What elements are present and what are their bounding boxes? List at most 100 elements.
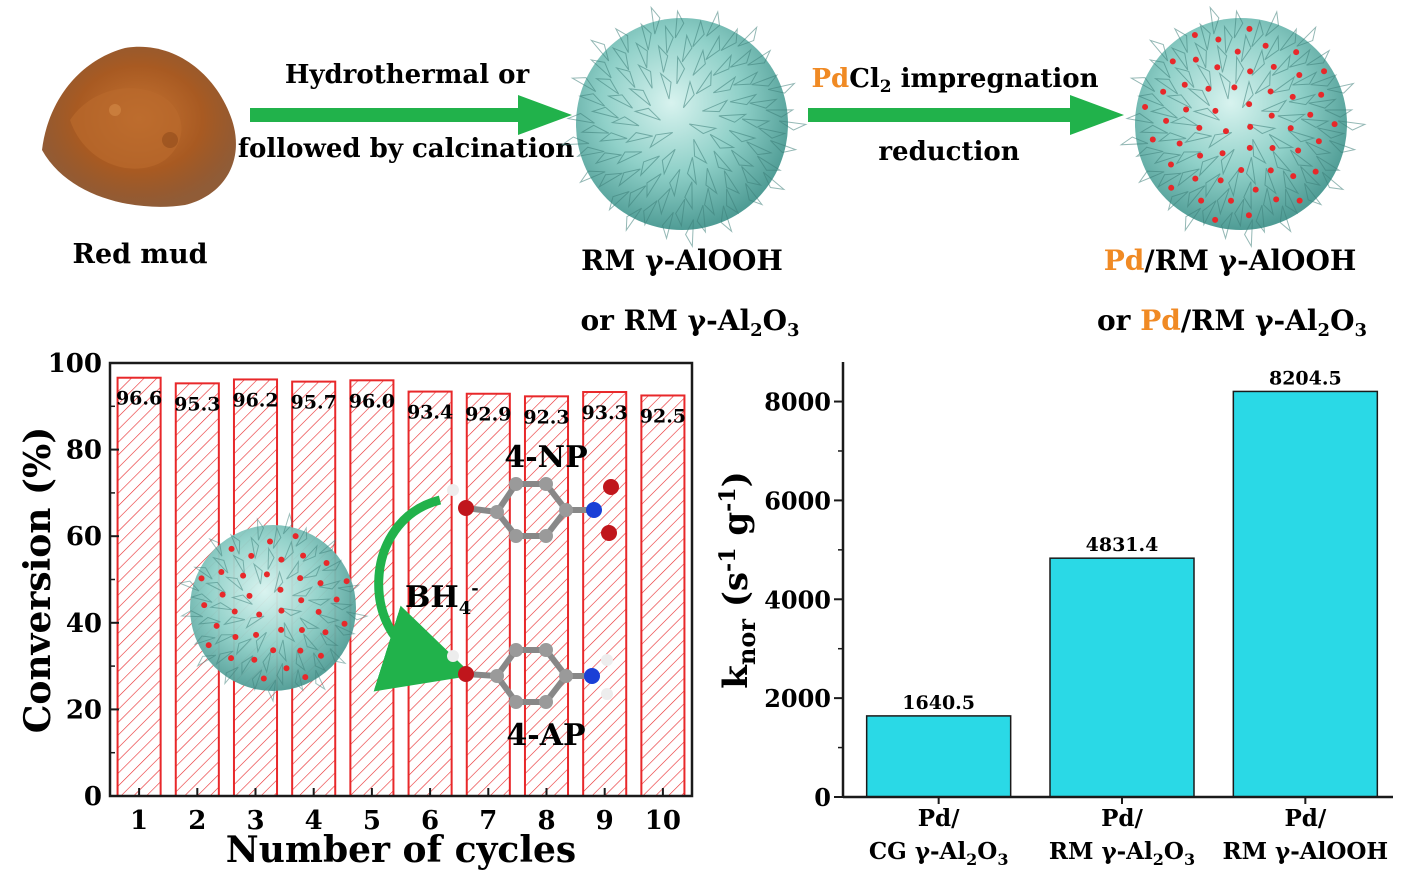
step2-pd: Pd bbox=[811, 64, 849, 94]
end-line2-mid: O bbox=[1330, 304, 1354, 337]
reagent-main: BH bbox=[405, 580, 459, 615]
reagent-label: BH4- bbox=[405, 578, 479, 619]
conversion-bar bbox=[523, 395, 570, 797]
conversion-data-label: 93.3 bbox=[582, 402, 628, 424]
end-line2-sub2: 3 bbox=[1354, 320, 1367, 341]
conversion-y-tick-label: 80 bbox=[66, 436, 102, 466]
knor-x-tick-label-prefix: CG γ-Al bbox=[869, 838, 967, 865]
knor-data-labels: 1640.5 4831.4 8204.5 bbox=[902, 367, 1341, 713]
conversion-data-label: 95.3 bbox=[174, 393, 220, 415]
conversion-y-tick-label: 100 bbox=[48, 349, 102, 379]
conversion-y-ticks: 0 20 40 60 80 100 bbox=[48, 349, 119, 812]
conversion-y-axis-title: Conversion (%) bbox=[17, 427, 59, 734]
mid-label-line2-mid: O bbox=[763, 304, 787, 337]
conversion-x-tick-label: 2 bbox=[188, 806, 206, 836]
knor-y-axis-title: knor (s-1 g-1) bbox=[715, 471, 761, 688]
conversion-x-tick-label: 5 bbox=[363, 806, 381, 836]
conversion-bar bbox=[349, 379, 395, 797]
mid-label-line1: RM γ-AlOOH bbox=[581, 244, 783, 277]
conversion-x-tick-label: 9 bbox=[596, 806, 614, 836]
knor-x-tick-label-sub: 2 bbox=[966, 850, 977, 869]
conversion-x-tick-label: 8 bbox=[537, 806, 555, 836]
step2-rest: Cl bbox=[849, 64, 880, 94]
knor-bar bbox=[865, 715, 1012, 798]
conversion-x-ticks: 1 2 3 4 5 6 7 8 9 10 bbox=[130, 788, 681, 836]
knor-x-tick-label-mid: O bbox=[977, 838, 997, 865]
knor-x-tick-label-prefix: RM γ-Al bbox=[1049, 838, 1153, 865]
knor-y-tick-label: 2000 bbox=[764, 684, 831, 713]
end-line1-rest: /RM γ-AlOOH bbox=[1144, 244, 1356, 277]
end-line2-rest: /RM γ-Al bbox=[1181, 304, 1318, 337]
knor-bar bbox=[1049, 557, 1195, 798]
mid-label-line2-sub1: 2 bbox=[750, 320, 763, 341]
knor-bar bbox=[1232, 390, 1379, 798]
nitrophenol-molecule-image bbox=[447, 477, 619, 543]
knor-x-tick-label-line2: CG γ-Al2O3 bbox=[869, 838, 1009, 869]
conversion-y-tick-label: 60 bbox=[66, 522, 102, 552]
conversion-x-tick-label: 6 bbox=[421, 806, 439, 836]
knor-x-tick-label-mid: O bbox=[1164, 838, 1184, 865]
knor-data-label: 1640.5 bbox=[902, 692, 975, 714]
conversion-x-tick-label: 1 bbox=[130, 806, 148, 836]
step2-label-line2: reduction bbox=[878, 137, 1019, 167]
knor-y-tick-label: 4000 bbox=[764, 585, 831, 614]
knor-y-tick-label: 6000 bbox=[764, 486, 831, 515]
knor-x-tick-label-prefix: RM γ-AlOOH bbox=[1222, 838, 1388, 865]
conversion-y-tick-label: 40 bbox=[66, 609, 102, 639]
conversion-bar bbox=[582, 391, 628, 797]
knor-ylabel-sup1: -1 bbox=[715, 547, 741, 571]
conversion-y-tick-label: 0 bbox=[84, 782, 102, 812]
impregnation-arrow bbox=[808, 95, 1124, 135]
knor-x-tick-label-line2: RM γ-AlOOH bbox=[1222, 838, 1388, 865]
knor-ylabel-units-mid: g bbox=[716, 512, 756, 548]
knor-ylabel-main: k bbox=[716, 664, 756, 689]
conversion-bar bbox=[116, 376, 162, 797]
conversion-x-tick-label: 4 bbox=[305, 806, 323, 836]
knor-chart: 1640.5 4831.4 8204.5 0 2000 4000 6000 8000 Pd/… bbox=[715, 362, 1393, 869]
alooh-sphere-image bbox=[560, 5, 808, 249]
product-label: 4-AP bbox=[506, 718, 585, 753]
red-mud-powder-image bbox=[42, 46, 236, 207]
step2-tail: impregnation bbox=[892, 64, 1099, 94]
conversion-chart: 96.6 95.3 96.2 95.7 96.0 93.4 92.9 92.3 93.3 92.5 bbox=[17, 349, 694, 871]
conversion-bar bbox=[407, 390, 453, 797]
knor-x-tick-label-sub: 2 bbox=[1153, 850, 1164, 869]
conversion-data-label: 96.0 bbox=[349, 390, 395, 412]
step1-label-line2: followed by calcination bbox=[238, 134, 574, 164]
reagent-sub: 4 bbox=[459, 598, 472, 619]
conversion-data-label: 96.2 bbox=[232, 389, 278, 411]
knor-x-tick-label-sub: 3 bbox=[997, 850, 1008, 869]
end-label-line1: Pd/RM γ-AlOOH bbox=[1104, 244, 1357, 277]
pd-loaded-sphere-image bbox=[1119, 5, 1367, 249]
conversion-y-tick-label: 20 bbox=[66, 695, 102, 725]
knor-ylabel-units-close: ) bbox=[716, 471, 756, 487]
conversion-x-axis-title: Number of cycles bbox=[226, 829, 576, 871]
mid-label-line2-sub2: 3 bbox=[787, 320, 800, 341]
knor-x-tick-label-line2: RM γ-Al2O3 bbox=[1049, 838, 1195, 869]
knor-ylabel-sub: nor bbox=[732, 619, 761, 665]
knor-axes bbox=[841, 362, 1393, 799]
knor-x-tick-label-line1: Pd/ bbox=[918, 805, 960, 832]
knor-data-label: 4831.4 bbox=[1086, 534, 1159, 556]
synthesis-scheme: Red mud Hydrothermal or followed by calc… bbox=[42, 5, 1367, 341]
end-label-line2: or Pd/RM γ-Al2O3 bbox=[1097, 304, 1367, 341]
knor-y-tick-label: 0 bbox=[814, 783, 831, 812]
conversion-data-label: 92.9 bbox=[465, 404, 511, 426]
reaction-inset: 4-NP 4-AP BH4- bbox=[177, 440, 619, 753]
knor-data-label: 8204.5 bbox=[1269, 367, 1342, 389]
step2-label-line1: PdCl2 impregnation bbox=[811, 64, 1098, 97]
knor-x-tick-label-line1: Pd/ bbox=[1284, 805, 1326, 832]
step2-sub: 2 bbox=[880, 77, 892, 97]
conversion-x-tick-label: 3 bbox=[246, 806, 264, 836]
conversion-bar bbox=[640, 394, 686, 797]
knor-ylabel-sup2: -1 bbox=[715, 487, 741, 511]
knor-y-ticks: 0 2000 4000 6000 8000 bbox=[764, 388, 843, 812]
knor-bars bbox=[865, 390, 1379, 798]
knor-ylabel-units-open: (s bbox=[716, 572, 756, 619]
mid-label-line2-prefix: or RM γ-Al bbox=[580, 304, 750, 337]
conversion-data-label: 93.4 bbox=[407, 402, 453, 424]
knor-x-tick-label-line1: Pd/ bbox=[1101, 805, 1143, 832]
reaction-curved-arrow bbox=[373, 495, 473, 692]
end-line2-sub1: 2 bbox=[1318, 320, 1331, 341]
